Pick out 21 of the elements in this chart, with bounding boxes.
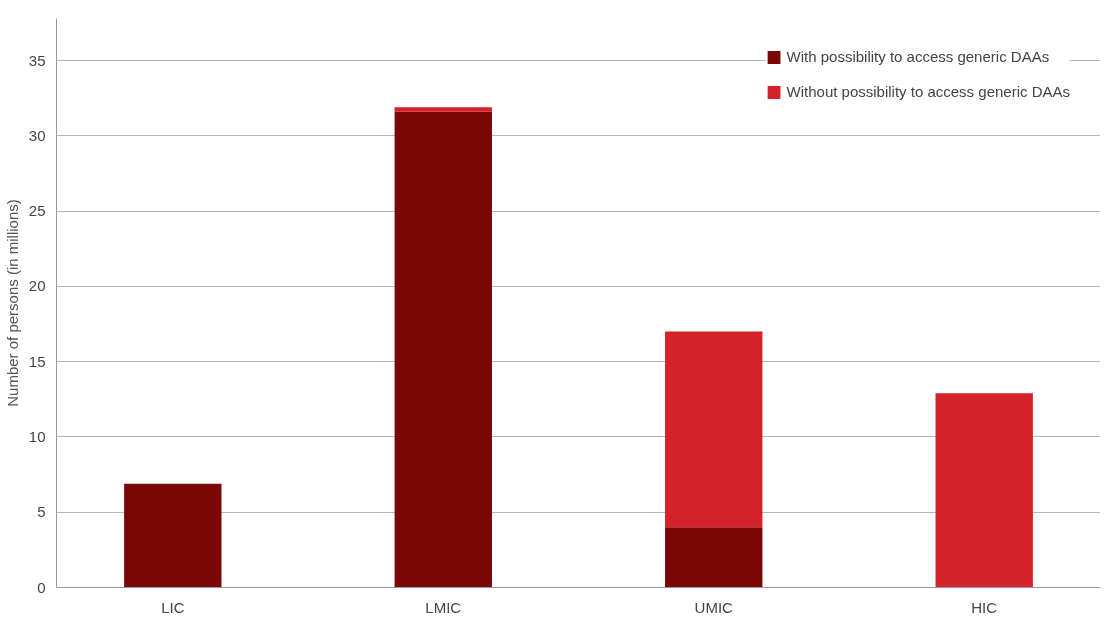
bar: [394, 107, 492, 112]
bar: [394, 111, 492, 588]
x-tick-label: LIC: [161, 598, 185, 616]
y-tick-label: 30: [28, 126, 46, 144]
y-tick-label: 35: [28, 51, 46, 69]
y-tick-label: 0: [37, 578, 46, 596]
y-tick-label: 5: [37, 503, 46, 521]
bar: [665, 527, 763, 588]
y-tick-label: 15: [28, 352, 46, 370]
legend-label: With possibility to access generic DAAs: [786, 48, 1050, 65]
bar: [124, 483, 222, 588]
legend-label: Without possibility to access generic DAAs: [786, 83, 1070, 100]
bar: [665, 331, 763, 528]
y-tick-label: 20: [28, 277, 46, 295]
bar: [935, 393, 1033, 588]
x-tick-label: LMIC: [425, 598, 462, 616]
x-tick-label: UMIC: [694, 598, 734, 616]
y-tick-label: 10: [28, 427, 46, 445]
y-axis-title: Number of persons (in millions): [3, 199, 21, 407]
x-tick-label: HIC: [971, 598, 998, 616]
y-tick-label: 25: [28, 202, 46, 220]
